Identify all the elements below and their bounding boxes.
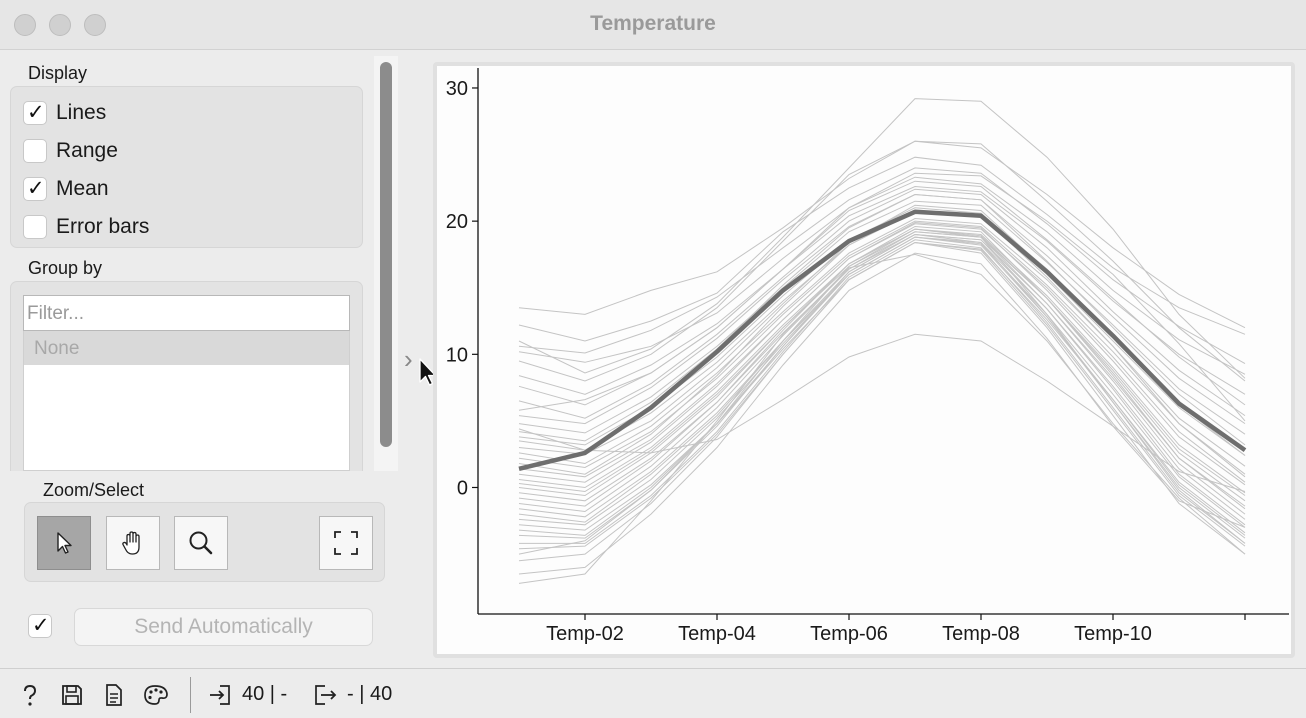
select-tool-button[interactable] bbox=[37, 516, 91, 570]
collapse-panel-handle[interactable]: › bbox=[404, 344, 413, 374]
series-line-15 bbox=[518, 217, 1246, 467]
zoom-tool-button[interactable] bbox=[174, 516, 228, 570]
mean-checkbox[interactable] bbox=[23, 176, 47, 201]
axes: 0 10 20 30 Temp-02 Temp-04 Temp-06 Temp-08 Temp-… bbox=[446, 68, 1289, 645]
mean-checkbox-row[interactable]: Mean bbox=[23, 175, 109, 203]
error-bars-checkbox[interactable] bbox=[23, 215, 47, 239]
series-line-7 bbox=[518, 180, 1246, 406]
display-box: Lines Range Mean Error bars bbox=[10, 86, 363, 248]
series-line-31 bbox=[518, 233, 1246, 539]
output-icon bbox=[315, 685, 337, 705]
group-by-list[interactable]: None bbox=[23, 331, 350, 471]
magnifier-icon bbox=[189, 531, 213, 555]
y-tick-label: 30 bbox=[446, 78, 468, 100]
series-line-36 bbox=[518, 252, 1246, 575]
output-summary: - | 40 bbox=[347, 683, 393, 705]
x-tick-label: Temp-04 bbox=[678, 623, 756, 645]
error-bars-label: Error bars bbox=[56, 215, 150, 238]
save-icon[interactable] bbox=[60, 683, 84, 707]
mean-line bbox=[518, 209, 1247, 471]
series-line-37 bbox=[518, 253, 1246, 584]
lines-checkbox[interactable] bbox=[23, 100, 47, 125]
range-checkbox[interactable] bbox=[23, 139, 47, 163]
series-line-10 bbox=[518, 200, 1246, 435]
series-line-11 bbox=[518, 193, 1246, 446]
series-line-24 bbox=[518, 225, 1246, 510]
series-line-30 bbox=[518, 236, 1246, 536]
series-line-4 bbox=[518, 176, 1246, 375]
line-plot-area[interactable]: 0 10 20 30 Temp-02 Temp-04 Temp-06 Temp-08 Temp-… bbox=[437, 66, 1291, 654]
y-tick-label: 20 bbox=[446, 211, 468, 233]
hand-icon bbox=[122, 531, 140, 555]
group-filter-input[interactable]: Filter... bbox=[23, 295, 350, 331]
send-automatically-button[interactable]: Send Automatically bbox=[74, 608, 373, 646]
palette-icon[interactable] bbox=[142, 683, 170, 707]
list-item[interactable]: None bbox=[24, 331, 349, 365]
x-tick-label: Temp-10 bbox=[1074, 623, 1152, 645]
series-line-22 bbox=[518, 228, 1246, 502]
display-section-label: Display bbox=[28, 63, 88, 83]
scrollbar-thumb[interactable] bbox=[380, 62, 392, 447]
series-lines bbox=[518, 98, 1246, 584]
range-checkbox-row[interactable]: Range bbox=[23, 137, 118, 165]
series-line-23 bbox=[518, 233, 1246, 507]
series-line-12 bbox=[518, 207, 1246, 451]
status-bar: 40 | - - | 40 bbox=[0, 668, 1306, 718]
help-icon[interactable] bbox=[18, 683, 42, 707]
series-line-8 bbox=[518, 188, 1246, 419]
series-line-16 bbox=[518, 220, 1246, 475]
minimize-window-button[interactable] bbox=[49, 14, 71, 36]
series-line-25 bbox=[518, 231, 1246, 515]
auto-send-checkbox[interactable] bbox=[28, 613, 52, 638]
group-by-section-label: Group by bbox=[28, 258, 103, 278]
x-tick-label: Temp-02 bbox=[546, 623, 624, 645]
status-separator bbox=[190, 677, 191, 713]
series-line-32 bbox=[519, 239, 1246, 544]
series-line-40 bbox=[518, 98, 1246, 379]
series-line-2 bbox=[518, 156, 1246, 342]
series-line-18 bbox=[518, 223, 1246, 483]
lines-checkbox-row[interactable]: Lines bbox=[23, 99, 106, 127]
mean-label: Mean bbox=[56, 177, 109, 200]
control-panel: Display Lines Range Mean Error bars Grou… bbox=[0, 51, 400, 668]
report-icon[interactable] bbox=[102, 683, 126, 707]
series-line-6 bbox=[518, 185, 1246, 395]
input-icon bbox=[210, 685, 230, 705]
panel-scrollbar[interactable] bbox=[374, 56, 398, 471]
zoom-window-button[interactable] bbox=[84, 14, 106, 36]
lines-label: Lines bbox=[56, 101, 107, 124]
pointer-icon bbox=[57, 532, 72, 554]
y-tick-label: 10 bbox=[446, 344, 468, 366]
zoom-select-section-label: Zoom/Select bbox=[43, 480, 145, 500]
y-tick-label: 0 bbox=[457, 477, 468, 499]
x-tick-label: Temp-06 bbox=[810, 623, 888, 645]
reset-zoom-button[interactable] bbox=[319, 516, 373, 570]
range-label: Range bbox=[56, 139, 118, 162]
series-line-38 bbox=[518, 333, 1246, 492]
error-bars-checkbox-row[interactable]: Error bars bbox=[23, 213, 149, 241]
series-line-1 bbox=[518, 140, 1246, 329]
close-window-button[interactable] bbox=[14, 14, 36, 36]
window-title: Temperature bbox=[590, 12, 716, 35]
series-line-5 bbox=[518, 140, 1246, 382]
x-tick-label: Temp-08 bbox=[942, 623, 1020, 645]
series-line-19 bbox=[518, 221, 1246, 486]
series-line-3 bbox=[518, 167, 1246, 365]
fit-view-icon bbox=[334, 531, 358, 555]
series-line-34 bbox=[518, 228, 1246, 555]
series-line-39 bbox=[518, 172, 1246, 422]
series-line-27 bbox=[518, 233, 1246, 526]
title-bar: Temperature bbox=[0, 0, 1306, 50]
mean-line-group bbox=[518, 209, 1247, 471]
input-summary: 40 | - bbox=[242, 683, 288, 705]
line-chart[interactable]: 0 10 20 30 Temp-02 Temp-04 Temp-06 Temp-08 Temp-… bbox=[437, 66, 1291, 654]
pan-tool-button[interactable] bbox=[106, 516, 160, 570]
series-line-9 bbox=[518, 193, 1246, 425]
series-line-21 bbox=[518, 231, 1246, 496]
